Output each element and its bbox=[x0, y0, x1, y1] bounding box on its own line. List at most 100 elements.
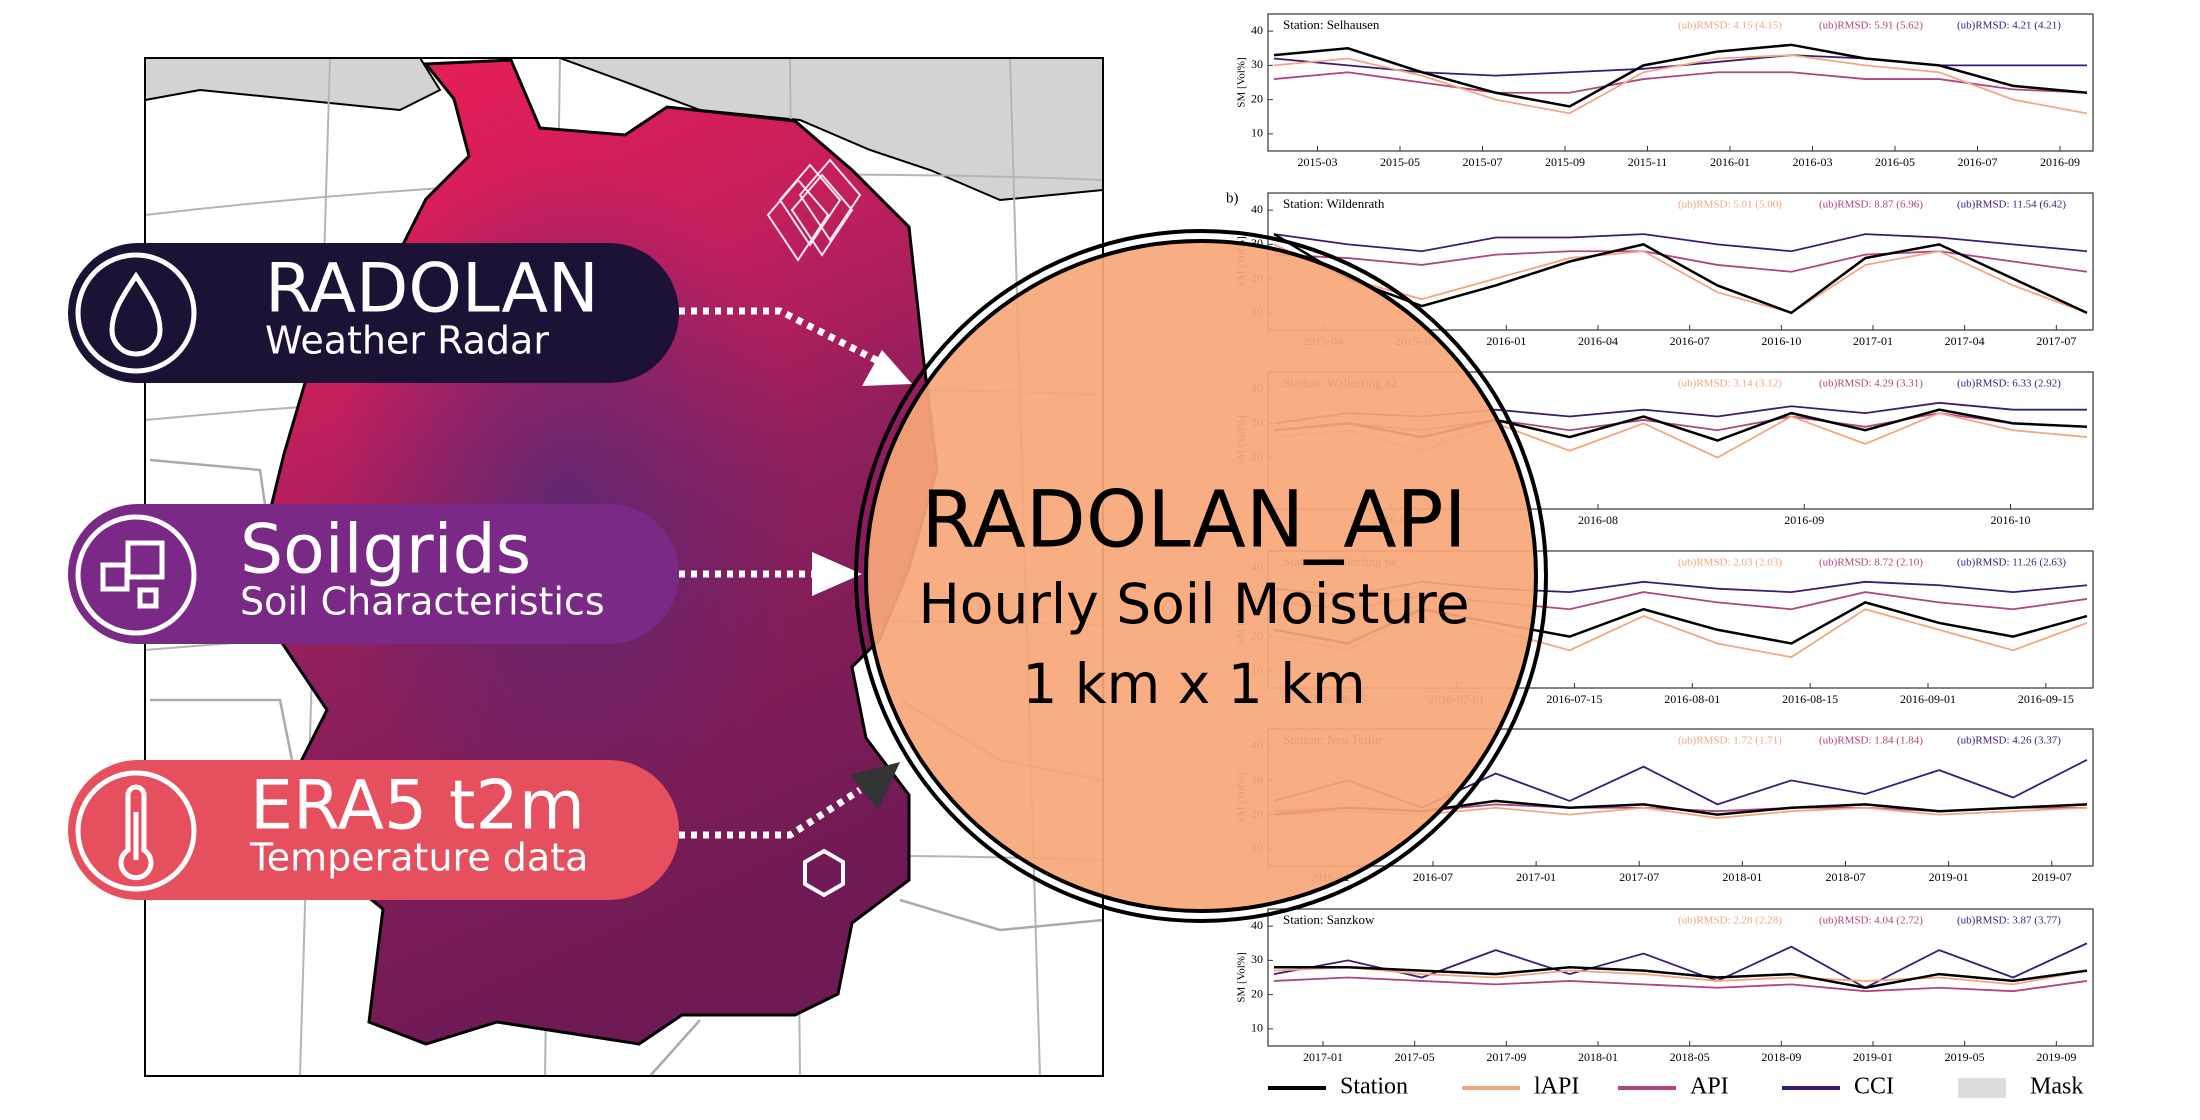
x-tick-label: 2018-07 bbox=[1826, 870, 1866, 884]
y-tick-label: 10 bbox=[1251, 126, 1263, 140]
panel-frame bbox=[1267, 192, 2094, 331]
rmsd-label: (ub)RMSD: 8.72 (2.10) bbox=[1819, 557, 1923, 569]
rmsd-label: (ub)RMSD: 4.15 (4.15) bbox=[1678, 20, 1782, 32]
icon-ring bbox=[75, 252, 197, 374]
rmsd-label: (ub)RMSD: 11.54 (6.42) bbox=[1957, 199, 2066, 211]
arrows bbox=[679, 307, 882, 839]
y-tick-label: 10 bbox=[1251, 1021, 1263, 1035]
y-tick-label: 20 bbox=[1251, 91, 1263, 105]
rmsd-label: (ub)RMSD: 1.84 (1.84) bbox=[1819, 735, 1923, 747]
x-tick-label: 2017-05 bbox=[1395, 1050, 1435, 1064]
icon-ring bbox=[75, 514, 197, 636]
x-tick-label: 2017-09 bbox=[1486, 1050, 1526, 1064]
square-icon bbox=[125, 540, 165, 580]
hexagon-marker bbox=[803, 848, 845, 898]
legend: Station lAPI API CCI Mask bbox=[1268, 1074, 2083, 1100]
output-title: RADOLAN_API bbox=[921, 475, 1466, 565]
radar-footprints bbox=[766, 158, 862, 262]
series-line bbox=[1273, 250, 2088, 273]
panel: 10 20 30 40 SM [Vol%] 2017-01 2017-05 2017-09 20… bbox=[1236, 908, 2094, 1064]
pill-subtitle: Weather Radar bbox=[265, 319, 549, 363]
circle-fill bbox=[864, 239, 1538, 913]
x-tick-label: 2017-01 bbox=[1303, 1050, 1343, 1064]
series-line bbox=[1274, 965, 2088, 990]
x-tick-label: 2016-07 bbox=[1958, 155, 1998, 169]
x-tick-label: 2016-09-15 bbox=[2018, 692, 2074, 706]
icons bbox=[75, 252, 197, 892]
x-tick-label: 2017-01 bbox=[1516, 870, 1556, 884]
x-tick-label: 2018-01 bbox=[1722, 870, 1762, 884]
y-axis-label: SM [Vol%] bbox=[1236, 952, 1248, 1002]
series-line bbox=[1273, 54, 2088, 115]
x-tick-label: 2016-07 bbox=[1670, 334, 1710, 348]
thermometer-icon bbox=[118, 784, 154, 881]
series-line bbox=[1273, 233, 2088, 253]
station-name: Station: Selhausen bbox=[1283, 17, 1380, 32]
outer-ring bbox=[854, 229, 1548, 923]
legend-label: CCI bbox=[1854, 1074, 1894, 1100]
output-line: Hourly Soil Moisture bbox=[918, 572, 1469, 636]
pill-subtitle: Soil Characteristics bbox=[240, 580, 605, 624]
rmsd-label: (ub)RMSD: 11.26 (2.63) bbox=[1957, 557, 2066, 569]
series-line bbox=[1273, 976, 2088, 993]
x-tick-label: 2015-03 bbox=[1298, 155, 1338, 169]
y-tick-label: 30 bbox=[1251, 952, 1263, 966]
panel-frame bbox=[1267, 13, 2094, 152]
x-tick-label: 2018-01 bbox=[1578, 1050, 1618, 1064]
y-axis-label: SM [Vol%] bbox=[1236, 57, 1248, 107]
x-tick-label: 2019-07 bbox=[2032, 870, 2072, 884]
x-tick-label: 2015-05 bbox=[1380, 155, 1420, 169]
arrow-temp bbox=[679, 787, 862, 839]
output-circle: RADOLAN_API Hourly Soil Moisture 1 km x … bbox=[854, 229, 1548, 923]
x-tick-label: 2016-09-01 bbox=[1900, 692, 1956, 706]
square-icon bbox=[137, 587, 159, 609]
rmsd-label: (ub)RMSD: 4.04 (2.72) bbox=[1819, 915, 1923, 927]
series-line bbox=[1273, 43, 2088, 108]
rmsd-label: (ub)RMSD: 5.01 (5.00) bbox=[1678, 199, 1782, 211]
x-tick-label: 2018-05 bbox=[1670, 1050, 1710, 1064]
series-line bbox=[1273, 966, 2088, 986]
x-tick-label: 2016-03 bbox=[1793, 155, 1833, 169]
rmsd-label: (ub)RMSD: 1.72 (1.71) bbox=[1678, 735, 1782, 747]
y-tick-label: 40 bbox=[1251, 202, 1263, 216]
x-tick-label: 2019-09 bbox=[2036, 1050, 2076, 1064]
rmsd-label: (ub)RMSD: 5.91 (5.62) bbox=[1819, 20, 1923, 32]
x-tick-label: 2019-01 bbox=[1929, 870, 1969, 884]
legend-label: lAPI bbox=[1534, 1074, 1579, 1100]
drop-icon bbox=[109, 271, 163, 357]
y-tick-label: 30 bbox=[1251, 57, 1263, 71]
station-name: Station: Sanzkow bbox=[1283, 912, 1375, 927]
output-line: 1 km x 1 km bbox=[1022, 652, 1365, 716]
arrowhead bbox=[850, 762, 900, 810]
arrowhead bbox=[812, 552, 862, 596]
rmsd-label: (ub)RMSD: 2.03 (2.03) bbox=[1678, 557, 1782, 569]
panel: 10 20 30 40 SM [Vol%] 2015-03 2015-05 2015-07 20… bbox=[1236, 13, 2094, 169]
x-tick-label: 2019-01 bbox=[1853, 1050, 1893, 1064]
rmsd-label: (ub)RMSD: 3.14 (3.12) bbox=[1678, 378, 1782, 390]
x-tick-label: 2016-01 bbox=[1486, 334, 1526, 348]
x-tick-label: 2015-11 bbox=[1628, 155, 1668, 169]
x-tick-label: 2016-09 bbox=[1784, 513, 1824, 527]
station-name: Station: Wildenrath bbox=[1283, 196, 1385, 211]
x-tick-label: 2015-07 bbox=[1463, 155, 1503, 169]
x-tick-label: 2015-09 bbox=[1545, 155, 1585, 169]
legend-label: Mask bbox=[2030, 1074, 2083, 1100]
series-line bbox=[1273, 942, 2088, 989]
y-tick-label: 20 bbox=[1251, 986, 1263, 1000]
x-tick-label: 2016-08-01 bbox=[1664, 692, 1720, 706]
y-tick-label: 40 bbox=[1251, 23, 1263, 37]
x-tick-label: 2016-08 bbox=[1578, 513, 1618, 527]
x-tick-label: 2016-10 bbox=[1991, 513, 2031, 527]
x-tick-label: 2016-04 bbox=[1578, 334, 1618, 348]
rmsd-label: (ub)RMSD: 4.29 (3.31) bbox=[1819, 378, 1923, 390]
rmsd-label: (ub)RMSD: 4.21 (4.21) bbox=[1957, 20, 2061, 32]
pill-title: ERA5 t2m bbox=[250, 767, 585, 846]
x-tick-label: 2019-05 bbox=[1945, 1050, 1985, 1064]
